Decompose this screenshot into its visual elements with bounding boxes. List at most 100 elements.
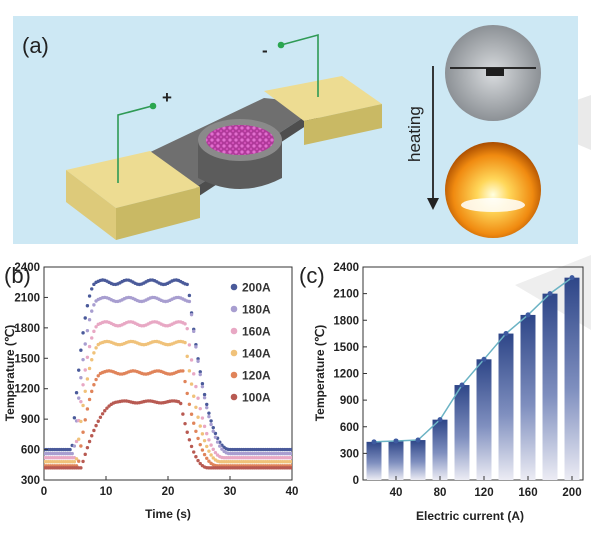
data-point — [207, 438, 211, 442]
data-point — [85, 407, 90, 411]
series-100A — [44, 399, 292, 470]
x-tick-label: 200 — [562, 487, 581, 499]
panel-c-y-axis-title: Temperature (℃) — [313, 325, 327, 422]
electrode-left-top — [66, 151, 200, 208]
trend-point — [393, 438, 399, 444]
data-point — [202, 438, 207, 443]
data-point — [81, 357, 85, 362]
y-tick-label: 300 — [21, 475, 40, 487]
data-point — [202, 392, 207, 397]
data-point — [92, 329, 96, 334]
data-point — [74, 391, 79, 395]
electrode-left-front — [116, 187, 200, 240]
data-point — [289, 455, 292, 460]
legend-label: 100A — [242, 391, 271, 405]
x-tick-label: 20 — [162, 486, 175, 498]
data-point — [198, 370, 202, 374]
data-point — [92, 428, 96, 433]
data-point — [194, 345, 198, 349]
x-tick-label: 0 — [41, 486, 47, 498]
data-point — [83, 316, 87, 320]
wire-negative — [280, 33, 319, 97]
data-point — [81, 383, 85, 387]
bar — [454, 385, 470, 480]
y-tick-label: 2100 — [14, 292, 40, 304]
minus-sign: - — [262, 41, 268, 60]
data-point — [81, 430, 85, 434]
electrode-left-side — [66, 170, 116, 240]
data-point — [192, 372, 196, 376]
data-point — [79, 466, 83, 470]
y-tick-label: 1800 — [14, 323, 40, 335]
data-point — [74, 457, 79, 461]
panel-c-bars — [366, 277, 580, 481]
data-point — [96, 374, 100, 378]
data-point — [189, 412, 194, 416]
data-point — [200, 448, 205, 452]
data-point — [209, 453, 213, 457]
y-tick-label: 2400 — [14, 262, 40, 274]
panel-b-series-group — [44, 278, 292, 470]
data-point — [68, 447, 72, 452]
panel-c-trend — [371, 275, 575, 445]
data-point — [92, 351, 96, 355]
data-point — [192, 421, 196, 425]
data-point — [85, 445, 90, 450]
data-point — [194, 455, 198, 459]
data-point — [72, 460, 77, 464]
data-point — [92, 383, 96, 387]
data-point — [289, 451, 292, 456]
data-point — [87, 397, 92, 402]
data-point — [92, 303, 96, 307]
y-tick-label: 1800 — [333, 315, 359, 327]
legend-marker — [230, 283, 238, 291]
data-point — [87, 344, 92, 349]
data-point — [205, 444, 209, 449]
y-tick-label: 600 — [340, 422, 359, 434]
panel-a-label: (a) — [22, 33, 49, 58]
data-point — [83, 389, 87, 393]
y-tick-label: 0 — [353, 475, 359, 487]
data-point — [90, 336, 94, 340]
wire-positive — [117, 105, 153, 183]
panel-b-y-axis-title: Temperature (℃) — [3, 325, 17, 422]
data-point — [207, 414, 211, 419]
y-tick-label: 300 — [340, 448, 359, 460]
series-180A — [44, 295, 292, 456]
data-point — [194, 384, 198, 389]
trend-line — [373, 277, 573, 443]
data-point — [196, 436, 200, 441]
data-point — [92, 282, 96, 287]
data-point — [79, 376, 83, 380]
trend-point — [525, 312, 531, 318]
photo-glow-core — [461, 198, 525, 212]
legend-label: 140A — [242, 347, 271, 361]
data-point — [81, 459, 85, 464]
data-point — [181, 412, 185, 416]
data-point — [209, 419, 213, 423]
x-tick-label: 40 — [286, 486, 299, 498]
data-point — [83, 368, 87, 372]
panel-b-label: (b) — [4, 263, 31, 288]
data-point — [79, 419, 83, 424]
data-point — [187, 402, 192, 407]
data-point — [205, 405, 209, 410]
data-point — [215, 440, 220, 444]
data-point — [207, 449, 211, 453]
legend-label: 180A — [242, 303, 271, 317]
data-point — [90, 287, 94, 291]
data-point — [81, 403, 85, 408]
data-point — [79, 444, 83, 448]
trend-point — [459, 382, 465, 388]
panel-a-schematic: (a) + - heating — [13, 16, 578, 244]
data-point — [198, 424, 202, 428]
data-point — [192, 329, 196, 334]
x-tick-label: 10 — [100, 486, 113, 498]
data-point — [207, 459, 211, 463]
y-tick-label: 2400 — [333, 262, 359, 274]
legend-label: 200A — [242, 281, 271, 295]
data-point — [94, 377, 98, 382]
data-point — [185, 326, 189, 331]
data-point — [209, 422, 213, 427]
